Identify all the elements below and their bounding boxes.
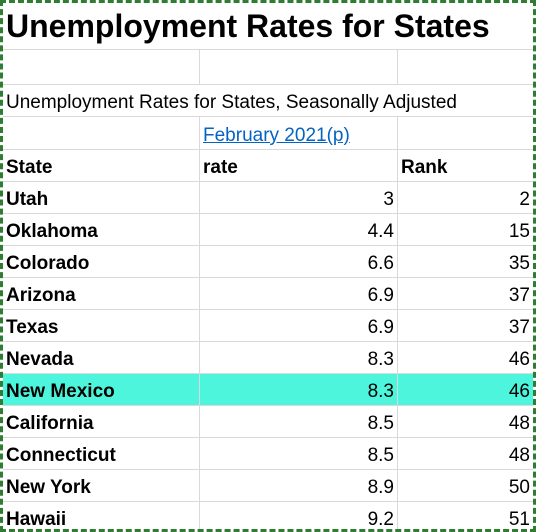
rank-cell[interactable]: 48 (398, 406, 533, 438)
rate-cell[interactable]: 3 (200, 182, 398, 214)
empty-cell[interactable] (398, 117, 533, 150)
rate-cell[interactable]: 6.9 (200, 278, 398, 310)
rank-cell[interactable]: 2 (398, 182, 533, 214)
rate-cell[interactable]: 8.5 (200, 406, 398, 438)
header-rank[interactable]: Rank (398, 150, 533, 182)
rank-cell[interactable]: 50 (398, 470, 533, 502)
rate-cell[interactable]: 9.2 (200, 502, 398, 529)
state-cell[interactable]: Nevada (3, 342, 200, 374)
rate-cell[interactable]: 8.9 (200, 470, 398, 502)
rank-cell[interactable]: 51 (398, 502, 533, 529)
rank-cell[interactable]: 46 (398, 342, 533, 374)
table-row: Colorado 6.6 35 (3, 246, 533, 278)
state-cell[interactable]: Texas (3, 310, 200, 342)
rate-cell[interactable]: 4.4 (200, 214, 398, 246)
header-state[interactable]: State (3, 150, 200, 182)
rank-cell[interactable]: 37 (398, 310, 533, 342)
empty-cell[interactable] (3, 117, 200, 150)
state-cell[interactable]: New York (3, 470, 200, 502)
state-cell[interactable]: Utah (3, 182, 200, 214)
table-row: Oklahoma 4.4 15 (3, 214, 533, 246)
rank-cell[interactable]: 35 (398, 246, 533, 278)
state-cell[interactable]: Oklahoma (3, 214, 200, 246)
rate-cell[interactable]: 6.6 (200, 246, 398, 278)
rank-cell[interactable]: 15 (398, 214, 533, 246)
header-rate[interactable]: rate (200, 150, 398, 182)
state-cell[interactable]: Connecticut (3, 438, 200, 470)
state-cell[interactable]: Arizona (3, 278, 200, 310)
table-row: Connecticut 8.5 48 (3, 438, 533, 470)
rate-cell[interactable]: 8.3 (200, 374, 398, 406)
state-cell[interactable]: New Mexico (3, 374, 200, 406)
empty-row (3, 50, 533, 85)
title-row: Unemployment Rates for States (3, 3, 533, 50)
empty-cell[interactable] (200, 50, 398, 85)
table-row: Texas 6.9 37 (3, 310, 533, 342)
rank-cell[interactable]: 37 (398, 278, 533, 310)
table-row-highlighted: New Mexico 8.3 46 (3, 374, 533, 406)
period-link[interactable]: February 2021(p) (203, 125, 350, 146)
table-row: California 8.5 48 (3, 406, 533, 438)
state-cell[interactable]: California (3, 406, 200, 438)
rate-cell[interactable]: 6.9 (200, 310, 398, 342)
table-row: Hawaii 9.2 51 (3, 502, 533, 529)
rate-cell[interactable]: 8.5 (200, 438, 398, 470)
rank-cell[interactable]: 46 (398, 374, 533, 406)
period-cell[interactable]: February 2021(p) (200, 117, 398, 150)
state-cell[interactable]: Colorado (3, 246, 200, 278)
sheet-subtitle[interactable]: Unemployment Rates for States, Seasonall… (3, 85, 533, 117)
empty-cell[interactable] (3, 50, 200, 85)
rate-cell[interactable]: 8.3 (200, 342, 398, 374)
subtitle-row: Unemployment Rates for States, Seasonall… (3, 85, 533, 117)
table-row: Arizona 6.9 37 (3, 278, 533, 310)
rank-cell[interactable]: 48 (398, 438, 533, 470)
cell-grid: Unemployment Rates for States Unemployme… (3, 3, 533, 529)
sheet-title[interactable]: Unemployment Rates for States (3, 3, 533, 50)
table-row: Nevada 8.3 46 (3, 342, 533, 374)
empty-cell[interactable] (398, 50, 533, 85)
header-row: State rate Rank (3, 150, 533, 182)
table-row: Utah 3 2 (3, 182, 533, 214)
period-row: February 2021(p) (3, 117, 533, 150)
table-row: New York 8.9 50 (3, 470, 533, 502)
state-cell[interactable]: Hawaii (3, 502, 200, 529)
